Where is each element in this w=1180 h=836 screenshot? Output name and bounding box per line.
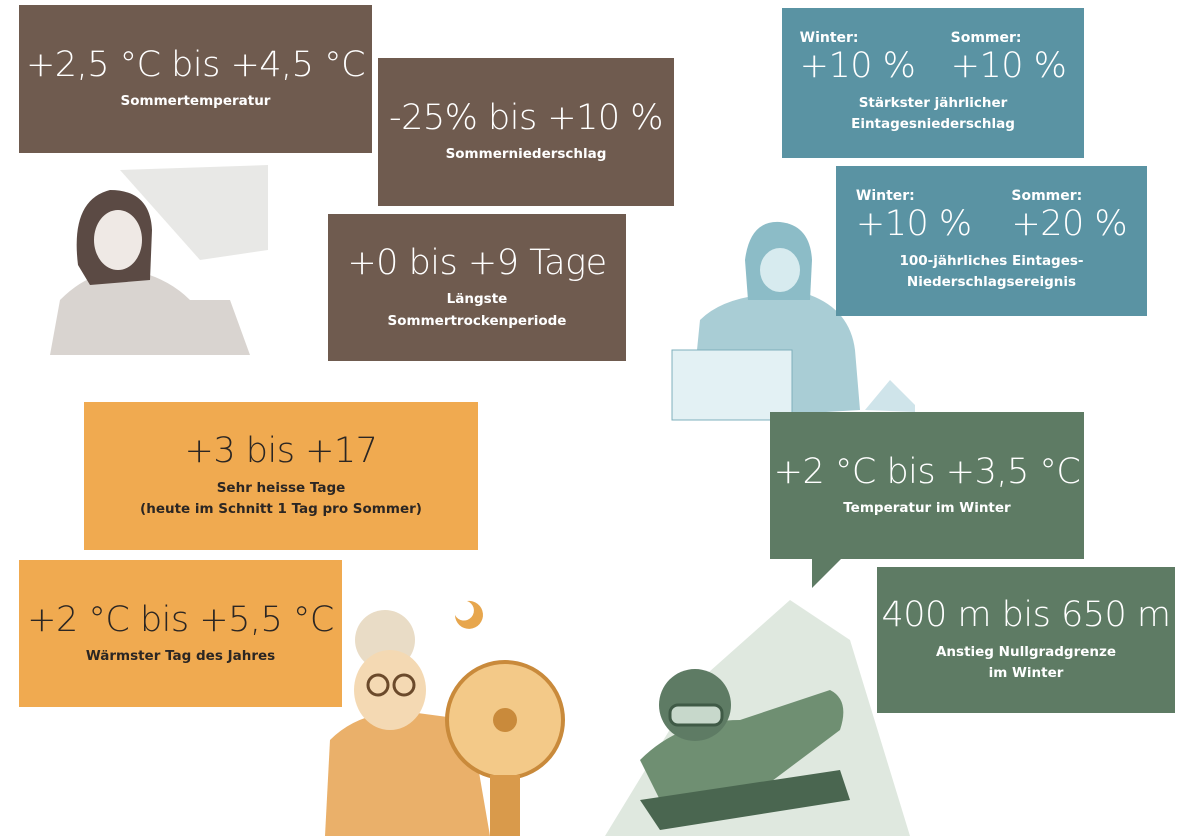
panel-value: 400 m bis 650 m: [877, 595, 1175, 635]
label-line: Temperatur im Winter: [770, 498, 1084, 520]
label-line: Anstieg Nullgradgrenze: [877, 642, 1175, 664]
grandma-illustration: [325, 601, 563, 836]
panel-value: -25% bis +10 %: [378, 98, 674, 138]
panel-label: Temperatur im Winter: [770, 498, 1084, 520]
page: {"panels": [ {"value": "+2,5 °C bis +4,5…: [0, 0, 1180, 836]
panel-value: +20 %: [1011, 204, 1127, 244]
label-line: Sommertrockenperiode: [328, 311, 626, 333]
info-panel: -25% bis +10 % Sommerniederschlag: [378, 58, 674, 206]
season-label: Winter:: [856, 188, 915, 204]
info-panel: Winter:+10 % Sommer:+20 % 100-jährliches E…: [836, 166, 1147, 316]
woman-illustration: [50, 165, 268, 355]
label-line: im Winter: [877, 663, 1175, 685]
panel-label: Sommerniederschlag: [378, 144, 674, 166]
season-label: Sommer:: [951, 30, 1022, 46]
label-line: Sommertemperatur: [19, 91, 372, 113]
label-line: Längste: [328, 289, 626, 311]
panel-value: +2 °C bis +3,5 °C: [770, 452, 1084, 492]
panel-value: +2,5 °C bis +4,5 °C: [19, 45, 372, 85]
label-line: Niederschlagsereignis: [836, 272, 1147, 294]
label-line: (heute im Schnitt 1 Tag pro Sommer): [84, 499, 478, 521]
panel-value: +10 %: [856, 204, 972, 244]
label-line: 100-jährliches Eintages-: [836, 251, 1147, 273]
panel-label: Sehr heisse Tage(heute im Schnitt 1 Tag …: [84, 478, 478, 521]
info-panel: +2,5 °C bis +4,5 °C Sommertemperatur: [19, 5, 372, 153]
label-line: Wärmster Tag des Jahres: [19, 646, 342, 668]
sled-illustration: [605, 600, 910, 836]
season-label: Sommer:: [1011, 188, 1082, 204]
season-label: Winter:: [800, 30, 859, 46]
panel-label: Sommertemperatur: [19, 91, 372, 113]
panel-label: 100-jährliches Eintages-Niederschlagsere…: [836, 251, 1147, 294]
label-line: Sehr heisse Tage: [84, 478, 478, 500]
panel-value: +0 bis +9 Tage: [328, 243, 626, 283]
value-column: Sommer:+10 %: [951, 30, 1067, 86]
info-panel: +2 °C bis +5,5 °C Wärmster Tag des Jahres: [19, 560, 342, 707]
label-line: Eintagesniederschlag: [782, 114, 1084, 136]
value-column: Sommer:+20 %: [1011, 188, 1127, 244]
label-line: Sommerniederschlag: [378, 144, 674, 166]
panel-value: +10 %: [951, 46, 1067, 86]
panel-label: Wärmster Tag des Jahres: [19, 646, 342, 668]
panel-value: +2 °C bis +5,5 °C: [19, 600, 342, 640]
value-columns: Winter:+10 % Sommer:+20 %: [836, 188, 1147, 244]
value-columns: Winter:+10 %Sommer:+10 %: [782, 30, 1084, 86]
panel-value: +10 %: [800, 46, 916, 86]
info-panel: +3 bis +17 Sehr heisse Tage(heute im Schn…: [84, 402, 478, 550]
value-column: Winter:+10 %: [800, 30, 916, 86]
panel-value: +3 bis +17: [84, 431, 478, 471]
info-panel: Winter:+10 %Sommer:+10 %Stärkster jährli…: [782, 8, 1084, 158]
info-panel: +2 °C bis +3,5 °C Temperatur im Winter: [770, 412, 1084, 559]
value-column: Winter:+10 %: [856, 188, 972, 244]
label-line: Stärkster jährlicher: [782, 93, 1084, 115]
speech-tail: [812, 558, 842, 588]
